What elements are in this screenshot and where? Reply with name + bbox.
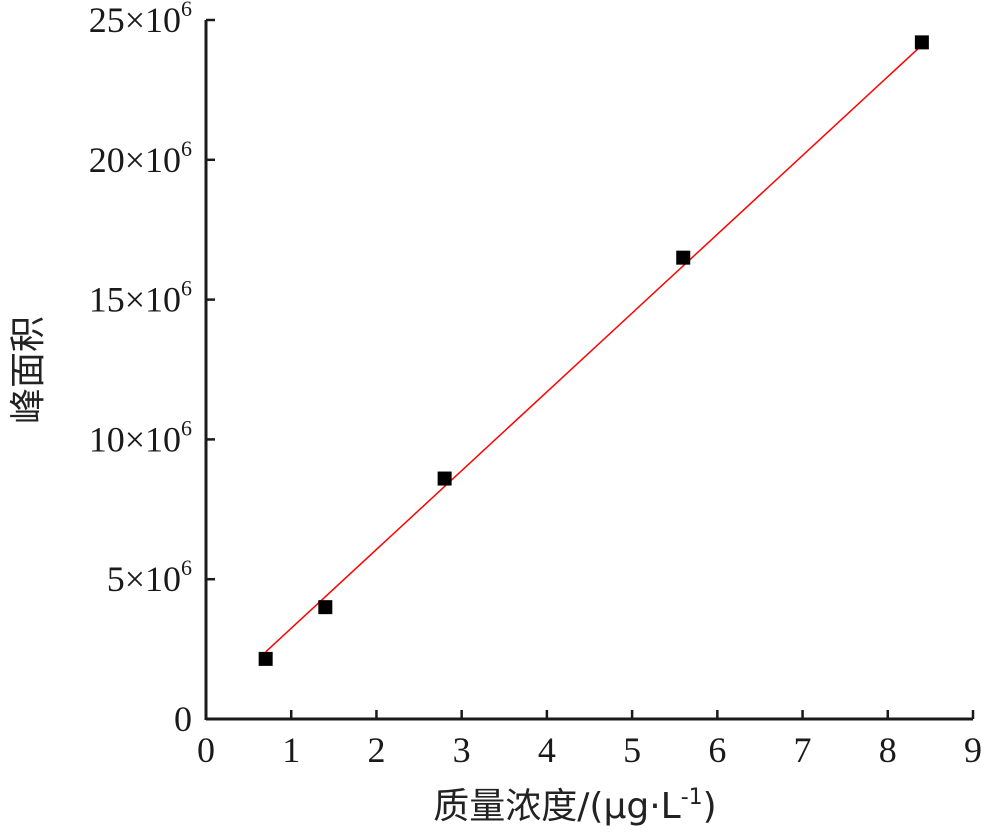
y-tick-label: 25×106 xyxy=(89,0,192,40)
data-point xyxy=(318,600,333,615)
x-tick-label: 4 xyxy=(538,730,556,770)
y-tick-label: 15×106 xyxy=(89,276,192,320)
y-axis-title: 峰面积 xyxy=(8,316,49,424)
fit-line xyxy=(265,44,923,653)
x-tick-label: 5 xyxy=(623,730,641,770)
x-tick-label: 0 xyxy=(197,730,215,770)
data-point xyxy=(437,471,452,486)
data-point xyxy=(676,250,691,265)
x-axis-title-main: 质量浓度/(μg·L xyxy=(433,786,680,827)
fit-line-group xyxy=(265,44,923,653)
x-ticks: 0 1 2 3 4 5 6 7 8 9 xyxy=(197,710,982,770)
x-tick-label: 8 xyxy=(879,730,897,770)
x-tick-label: 9 xyxy=(964,730,982,770)
x-axis-title-close: ) xyxy=(703,786,717,827)
x-axis-title-sup: -1 xyxy=(681,785,703,810)
y-tick-label: 5×106 xyxy=(107,555,192,599)
axes xyxy=(204,20,973,721)
y-tick-label: 0 xyxy=(174,699,192,739)
data-point xyxy=(914,35,929,50)
x-tick-label: 7 xyxy=(794,730,812,770)
x-axis-title: 质量浓度/(μg·L-1) xyxy=(433,785,716,827)
x-tick-label: 1 xyxy=(282,730,300,770)
y-tick-label: 20×106 xyxy=(89,136,192,180)
y-tick-label: 10×106 xyxy=(89,415,192,459)
x-tick-label: 3 xyxy=(453,730,471,770)
y-ticks: 0 5×106 10×106 15×106 20×106 25×106 xyxy=(89,0,215,739)
data-points xyxy=(258,35,929,666)
data-point xyxy=(258,651,273,666)
x-tick-label: 2 xyxy=(367,730,385,770)
x-tick-label: 6 xyxy=(708,730,726,770)
